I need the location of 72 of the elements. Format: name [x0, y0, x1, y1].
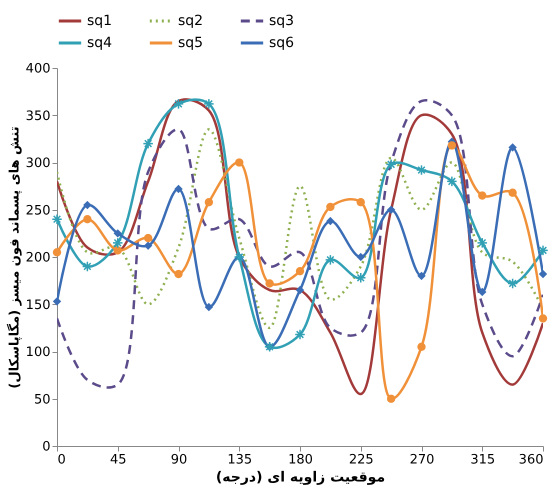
y-tick-label: 100	[26, 345, 50, 360]
x-tick-label: 315	[470, 452, 496, 468]
legend-label: sq4	[87, 35, 112, 51]
x-tick-label: 90	[170, 452, 188, 468]
x-axis-title: موقعیت زاویه ای (درجه)	[216, 470, 386, 486]
point	[114, 229, 122, 238]
point	[203, 98, 214, 110]
point	[508, 143, 517, 152]
point	[386, 394, 396, 403]
y-axis-title: تنش های پسماند فون میسز (مگاپاسکال)	[6, 126, 23, 389]
point	[83, 200, 92, 210]
point	[174, 184, 183, 194]
point	[52, 248, 62, 256]
point	[478, 288, 486, 296]
legend-label: sq1	[87, 13, 112, 29]
point	[448, 141, 456, 150]
y-tick-label: 350	[26, 108, 50, 124]
point	[82, 260, 93, 272]
point	[326, 216, 335, 226]
y-tick-label: 0	[42, 440, 50, 454]
legend-label: sq6	[269, 35, 294, 51]
point	[538, 314, 548, 323]
point	[416, 164, 427, 176]
legend-label: sq3	[269, 13, 294, 29]
point	[324, 254, 336, 266]
x-tick-label: 270	[410, 452, 434, 468]
point	[417, 342, 426, 351]
point	[173, 98, 184, 110]
x-tick-label: 0	[58, 452, 66, 468]
point	[83, 215, 92, 224]
y-tick-label: 50	[34, 392, 50, 408]
point	[52, 214, 62, 225]
point	[446, 176, 458, 187]
point	[538, 270, 548, 278]
point	[204, 198, 214, 206]
point	[294, 328, 306, 340]
point	[204, 302, 214, 312]
point	[326, 202, 335, 212]
point	[508, 188, 517, 197]
point	[114, 246, 122, 255]
point	[538, 244, 548, 256]
point	[296, 286, 304, 294]
point	[476, 237, 488, 248]
x-tick-label: 360	[518, 452, 544, 468]
y-tick-label: 250	[26, 203, 50, 218]
point	[386, 206, 396, 214]
point	[52, 297, 62, 306]
x-tick-label: 45	[110, 452, 127, 468]
legend-label: sq5	[178, 35, 204, 51]
point	[356, 252, 365, 262]
y-tick-label: 150	[26, 298, 50, 313]
point	[265, 279, 274, 288]
point	[296, 267, 304, 276]
point	[356, 198, 365, 206]
y-tick-label: 400	[26, 62, 50, 76]
point	[112, 237, 124, 248]
point	[386, 158, 397, 170]
x-tick-label: 225	[348, 452, 374, 468]
point	[355, 272, 366, 284]
point	[478, 191, 486, 200]
y-tick-label: 200	[26, 250, 50, 266]
x-tick-label: 180	[288, 452, 313, 468]
point	[174, 270, 183, 278]
y-tick-label: 300	[26, 156, 50, 171]
point	[507, 278, 518, 289]
point	[142, 138, 154, 150]
legend-label: sq2	[178, 13, 204, 29]
point	[144, 234, 152, 242]
point	[235, 158, 244, 167]
point	[144, 241, 152, 250]
x-tick-label: 135	[227, 452, 252, 468]
point	[417, 272, 426, 280]
